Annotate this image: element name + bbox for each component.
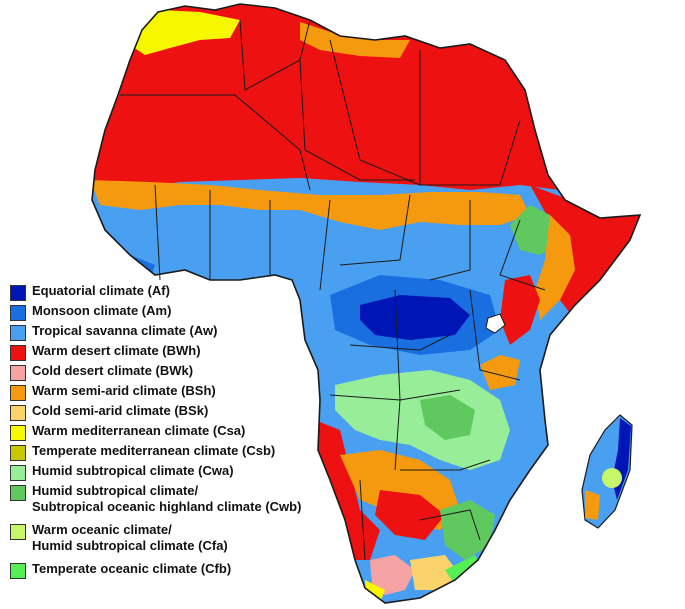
- zone-mediterranean-north: [130, 10, 240, 55]
- zone-equatorial-congo: [360, 295, 470, 340]
- legend-label: Humid subtropical climate/ Subtropical o…: [32, 483, 302, 514]
- legend-swatch: [10, 345, 26, 361]
- zone-desert-kalahari: [375, 490, 445, 540]
- zone-cold-desert-south: [370, 555, 415, 595]
- madagascar: [581, 414, 633, 529]
- legend-item: Cold semi-arid climate (BSk): [10, 403, 330, 423]
- legend-label: Warm desert climate (BWh): [32, 343, 201, 358]
- legend-label: Monsoon climate (Am): [32, 303, 172, 318]
- legend-label: Warm oceanic climate/ Humid subtropical …: [32, 522, 228, 553]
- legend-item: Monsoon climate (Am): [10, 303, 330, 323]
- legend-label: Cold desert climate (BWk): [32, 363, 194, 378]
- legend-swatch: [10, 465, 26, 481]
- legend-label: Warm semi-arid climate (BSh): [32, 383, 216, 398]
- legend-label: Cold semi-arid climate (BSk): [32, 403, 209, 418]
- lake-victoria: [485, 313, 506, 334]
- zone-highland-ethiopia: [510, 205, 555, 255]
- legend-item: Cold desert climate (BWk): [10, 363, 330, 383]
- zone-semi-arid-sahel: [92, 180, 530, 230]
- legend-label: Temperate oceanic climate (Cfb): [32, 561, 232, 576]
- legend-item: Warm desert climate (BWh): [10, 343, 330, 363]
- legend-swatch: [10, 485, 26, 501]
- legend-label: Tropical savanna climate (Aw): [32, 323, 218, 338]
- legend-swatch: [10, 365, 26, 381]
- madagascar-semi-arid: [585, 490, 600, 520]
- climate-legend: Equatorial climate (Af) Monsoon climate (…: [10, 283, 330, 581]
- zone-desert-horn: [530, 185, 640, 320]
- zone-desert-east-africa: [500, 275, 540, 345]
- legend-item: Humid subtropical climate/ Subtropical o…: [10, 483, 330, 522]
- legend-item: Humid subtropical climate (Cwa): [10, 463, 330, 483]
- legend-item: Warm mediterranean climate (Csa): [10, 423, 330, 443]
- zone-desert-southwest: [315, 420, 380, 560]
- legend-item: Equatorial climate (Af): [10, 283, 330, 303]
- legend-swatch: [10, 524, 26, 540]
- legend-label: Humid subtropical climate (Cwa): [32, 463, 234, 478]
- zone-highland-southeast: [440, 500, 495, 560]
- zone-subtropical-south-central: [335, 370, 510, 470]
- legend-item: Tropical savanna climate (Aw): [10, 323, 330, 343]
- legend-label: Temperate mediterranean climate (Csb): [32, 443, 276, 458]
- legend-swatch: [10, 405, 26, 421]
- legend-swatch: [10, 425, 26, 441]
- zone-semi-arid-kenya: [480, 355, 520, 390]
- zone-highland-south-central: [420, 395, 475, 440]
- legend-item: Warm oceanic climate/ Humid subtropical …: [10, 522, 330, 561]
- legend-swatch: [10, 285, 26, 301]
- legend-item: Temperate oceanic climate (Cfb): [10, 561, 330, 581]
- legend-swatch: [10, 325, 26, 341]
- legend-swatch: [10, 385, 26, 401]
- legend-swatch: [10, 305, 26, 321]
- legend-swatch: [10, 445, 26, 461]
- country-borders: [120, 19, 546, 561]
- madagascar-highland: [602, 468, 622, 488]
- legend-item: Temperate mediterranean climate (Csb): [10, 443, 330, 463]
- zone-semi-arid-north-coast: [300, 22, 410, 58]
- legend-item: Warm semi-arid climate (BSh): [10, 383, 330, 403]
- legend-label: Warm mediterranean climate (Csa): [32, 423, 246, 438]
- legend-label: Equatorial climate (Af): [32, 283, 170, 298]
- legend-swatch: [10, 563, 26, 579]
- zone-cold-semi-arid-south: [410, 555, 460, 590]
- zone-semi-arid-east: [535, 215, 575, 320]
